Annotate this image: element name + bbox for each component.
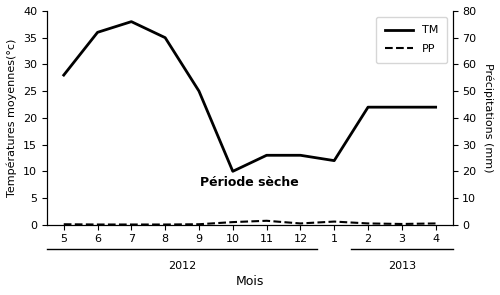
PP: [331, 220, 337, 223]
TM: [264, 153, 270, 157]
TM: [162, 36, 168, 40]
PP: [61, 222, 67, 226]
TM: [365, 105, 371, 109]
TM: [399, 105, 405, 109]
Line: TM: TM: [64, 22, 436, 171]
PP: [298, 222, 304, 225]
Line: PP: PP: [64, 221, 436, 224]
TM: [432, 105, 438, 109]
Y-axis label: Précipitations (mm): Précipitations (mm): [482, 63, 493, 173]
PP: [399, 222, 405, 226]
PP: [230, 220, 236, 224]
TM: [128, 20, 134, 23]
Text: 2013: 2013: [388, 261, 416, 271]
TM: [196, 89, 202, 93]
Text: 2012: 2012: [168, 261, 196, 271]
PP: [128, 223, 134, 226]
PP: [432, 222, 438, 225]
PP: [365, 222, 371, 225]
PP: [94, 223, 100, 226]
TM: [94, 31, 100, 34]
Text: Période sèche: Période sèche: [200, 176, 299, 189]
Legend: TM, PP: TM, PP: [376, 17, 447, 63]
PP: [162, 223, 168, 226]
PP: [196, 222, 202, 226]
TM: [61, 73, 67, 77]
TM: [230, 170, 236, 173]
TM: [298, 153, 304, 157]
X-axis label: Mois: Mois: [236, 275, 264, 288]
PP: [264, 219, 270, 222]
TM: [331, 159, 337, 163]
Y-axis label: Températures moyennes(°c): Températures moyennes(°c): [7, 39, 18, 197]
